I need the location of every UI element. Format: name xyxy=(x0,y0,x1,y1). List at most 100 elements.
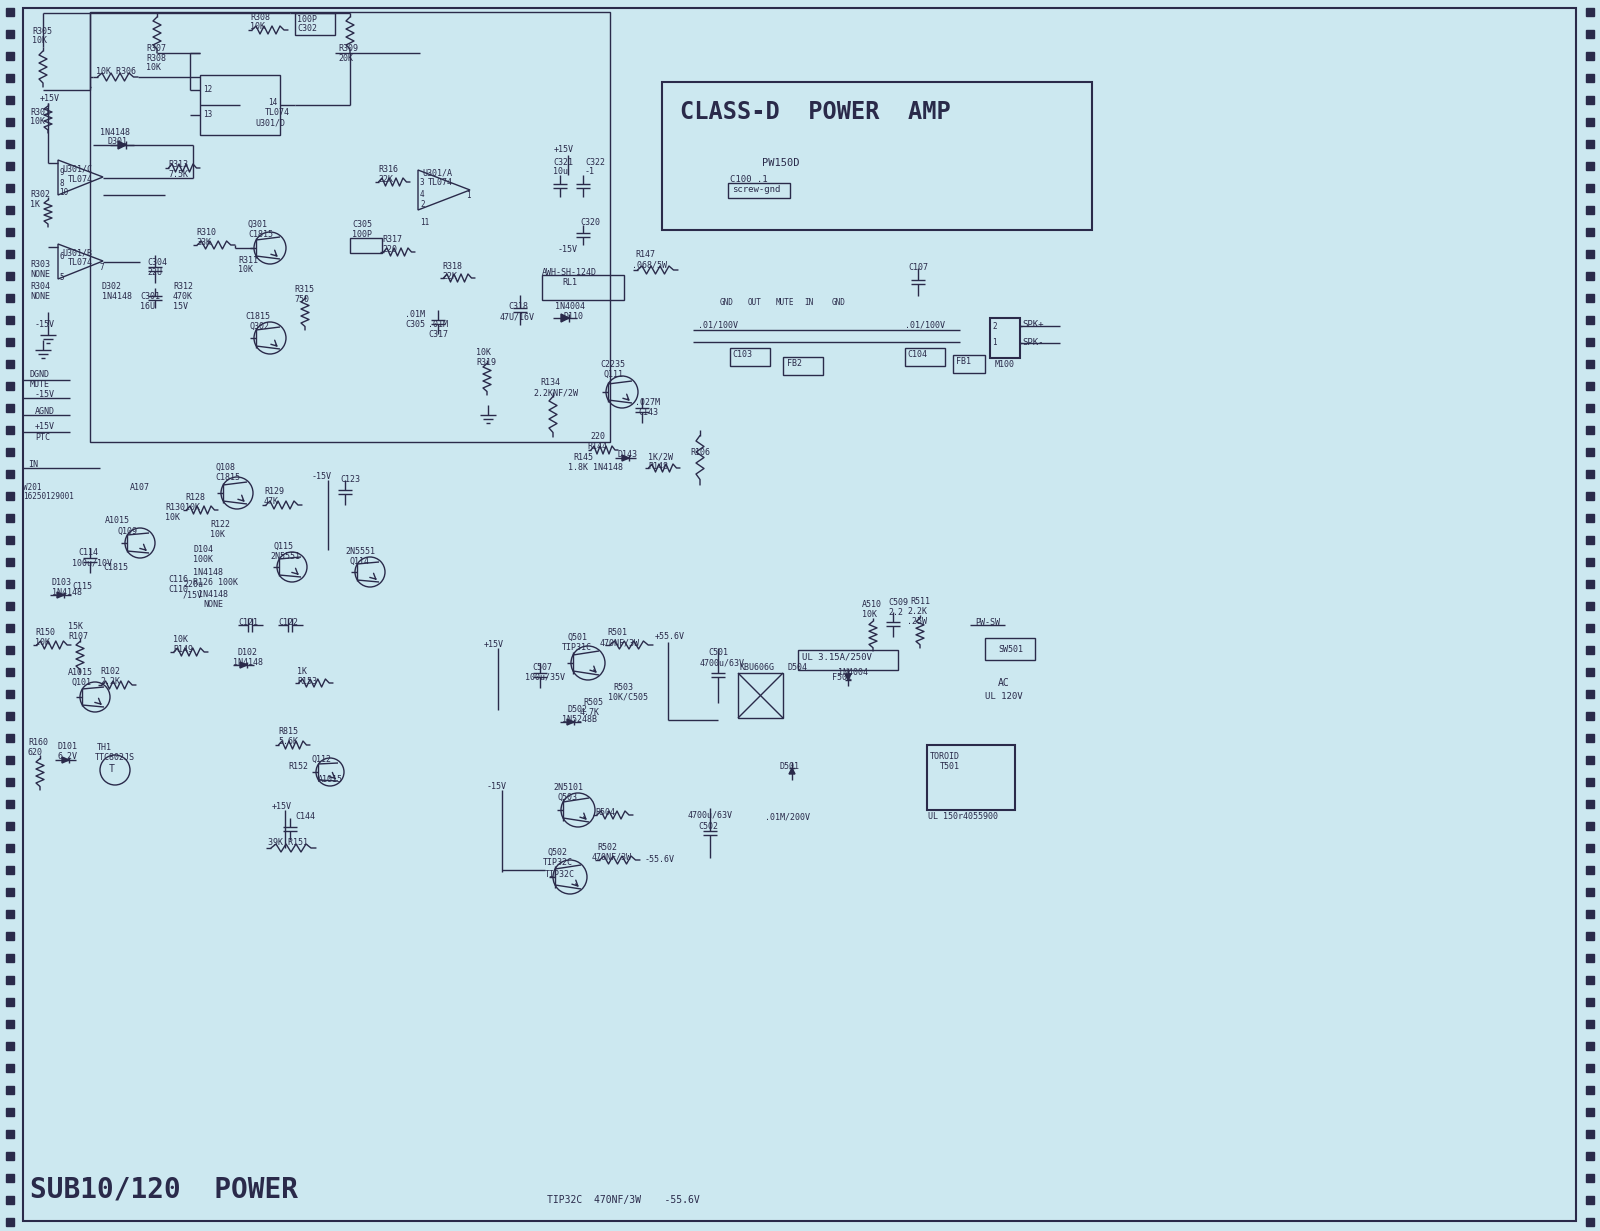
Text: R148: R148 xyxy=(648,462,669,471)
Text: 620: 620 xyxy=(29,748,43,757)
Text: C144: C144 xyxy=(294,812,315,821)
Text: C121: C121 xyxy=(238,618,258,627)
Text: D301: D301 xyxy=(107,137,126,146)
Text: GND: GND xyxy=(720,298,734,307)
Text: F501: F501 xyxy=(832,673,851,682)
Text: 10K: 10K xyxy=(173,635,189,644)
Text: Q101: Q101 xyxy=(72,678,93,687)
Text: Q302: Q302 xyxy=(250,323,270,331)
Text: C304: C304 xyxy=(147,259,166,267)
Text: R149: R149 xyxy=(173,645,194,654)
Text: 4700u/63V: 4700u/63V xyxy=(688,810,733,819)
Polygon shape xyxy=(562,314,570,323)
Text: R130: R130 xyxy=(165,503,186,512)
Text: C502: C502 xyxy=(698,822,718,831)
Polygon shape xyxy=(62,757,69,763)
Text: R126 100K: R126 100K xyxy=(194,579,238,587)
Text: D504: D504 xyxy=(787,664,806,672)
Text: C317: C317 xyxy=(429,330,448,339)
Text: 15V: 15V xyxy=(173,302,189,311)
Text: UL 3.15A/250V: UL 3.15A/250V xyxy=(802,652,872,662)
Text: .01/100V: .01/100V xyxy=(906,320,946,329)
Text: C116: C116 xyxy=(168,575,189,583)
Text: Q109: Q109 xyxy=(118,527,138,535)
Text: .068/5W: .068/5W xyxy=(632,260,667,270)
Text: -55.6V: -55.6V xyxy=(645,856,675,864)
Text: 10K: 10K xyxy=(32,36,46,46)
Text: C318: C318 xyxy=(509,302,528,311)
Text: 2.2K: 2.2K xyxy=(99,677,120,686)
Text: D143: D143 xyxy=(618,451,638,459)
Text: 1.8K 1N4148: 1.8K 1N4148 xyxy=(568,463,622,471)
Text: 1N4148: 1N4148 xyxy=(234,659,262,667)
Text: R313: R313 xyxy=(168,160,189,169)
Text: R308: R308 xyxy=(250,14,270,22)
Text: 10K: 10K xyxy=(30,117,45,126)
Text: 470NF/3W: 470NF/3W xyxy=(592,853,632,862)
Bar xyxy=(954,355,986,373)
Text: -15V: -15V xyxy=(558,245,578,254)
Text: C123: C123 xyxy=(339,475,360,484)
Text: 220: 220 xyxy=(590,432,605,441)
Text: C321: C321 xyxy=(554,158,573,167)
Text: R303: R303 xyxy=(30,260,50,270)
Polygon shape xyxy=(566,719,574,725)
Text: +15V: +15V xyxy=(483,640,504,649)
Text: 1N4148: 1N4148 xyxy=(198,590,229,599)
Text: 10K: 10K xyxy=(146,63,162,71)
Text: 470NF/3W: 470NF/3W xyxy=(600,638,640,648)
Text: IN: IN xyxy=(29,460,38,469)
Text: TIP32C  470NF/3W    -55.6V: TIP32C 470NF/3W -55.6V xyxy=(547,1195,699,1205)
Text: 1K: 1K xyxy=(298,667,307,676)
Text: +15V: +15V xyxy=(272,803,291,811)
Text: 6: 6 xyxy=(59,252,64,261)
Text: R107: R107 xyxy=(67,632,88,641)
Text: 100P: 100P xyxy=(352,230,371,239)
Text: A510: A510 xyxy=(862,599,882,609)
Text: AC: AC xyxy=(998,678,1010,688)
Text: AWH-SH-124D: AWH-SH-124D xyxy=(542,268,597,277)
Text: Q108: Q108 xyxy=(214,463,235,471)
Bar xyxy=(986,638,1035,660)
Text: C501: C501 xyxy=(707,648,728,657)
Text: R153: R153 xyxy=(298,677,317,686)
Text: Q502: Q502 xyxy=(547,848,568,857)
Text: T: T xyxy=(109,764,115,774)
Text: R145: R145 xyxy=(573,453,594,462)
Text: C143: C143 xyxy=(638,407,658,417)
Text: SPK-: SPK- xyxy=(1022,339,1043,347)
Bar xyxy=(730,348,770,366)
Text: screw-gnd: screw-gnd xyxy=(733,185,781,194)
Text: R318: R318 xyxy=(442,262,462,271)
Polygon shape xyxy=(845,675,851,680)
Text: AGND: AGND xyxy=(35,407,54,416)
Text: 1N5248B: 1N5248B xyxy=(562,715,597,724)
Text: T501: T501 xyxy=(941,762,960,771)
Text: R160: R160 xyxy=(29,739,48,747)
Text: -15V: -15V xyxy=(312,471,333,481)
Text: 10K: 10K xyxy=(35,638,50,648)
Text: R309: R309 xyxy=(338,44,358,53)
Text: 1K: 1K xyxy=(30,199,40,209)
Text: D110: D110 xyxy=(563,311,582,321)
Text: 9: 9 xyxy=(59,167,64,177)
Text: R319: R319 xyxy=(477,358,496,367)
Text: R307: R307 xyxy=(146,44,166,53)
Text: 6.2V: 6.2V xyxy=(58,752,77,761)
Text: 15K: 15K xyxy=(67,622,83,632)
Text: -15V: -15V xyxy=(35,320,54,329)
Text: R302: R302 xyxy=(30,190,50,199)
Text: C1815: C1815 xyxy=(214,473,240,483)
Text: TIP32C: TIP32C xyxy=(542,858,573,867)
Bar xyxy=(728,183,790,198)
Text: R310: R310 xyxy=(195,228,216,238)
Text: R122: R122 xyxy=(210,519,230,529)
Text: C110: C110 xyxy=(168,585,189,595)
Text: -1: -1 xyxy=(586,167,595,176)
Text: CLASS-D  POWER  AMP: CLASS-D POWER AMP xyxy=(680,100,950,124)
Text: 10K/C505: 10K/C505 xyxy=(608,693,648,702)
Text: 22U: 22U xyxy=(147,268,162,277)
Text: R301: R301 xyxy=(30,108,50,117)
Text: C114: C114 xyxy=(78,548,98,556)
Text: +15V: +15V xyxy=(554,145,574,154)
